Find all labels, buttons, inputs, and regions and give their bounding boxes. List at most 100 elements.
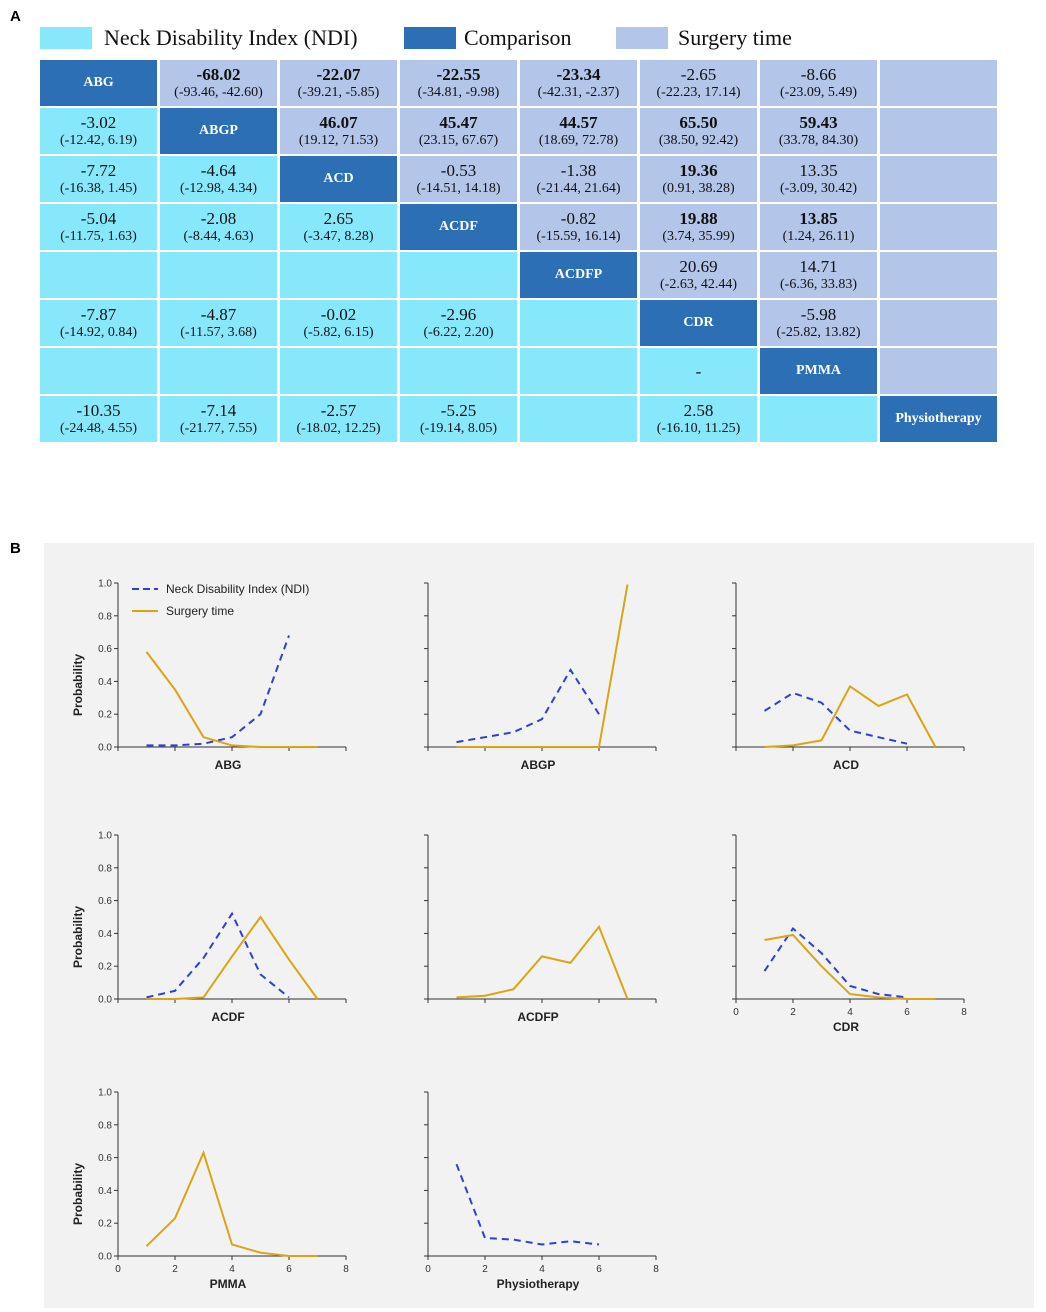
confidence-interval: (-34.81, -9.98)	[417, 84, 500, 100]
ndi-line	[456, 667, 600, 744]
confidence-interval: (3.74, 35.99)	[662, 228, 735, 244]
effect-value: -4.87	[200, 304, 237, 324]
confidence-interval: (-11.75, 1.63)	[60, 228, 137, 244]
effect-value: -0.82	[560, 208, 597, 228]
effect-value: -5.25	[440, 400, 477, 420]
effect-value: -0.53	[440, 160, 477, 180]
effect-value: -4.64	[200, 160, 237, 180]
x-tick-label: 4	[539, 1264, 545, 1275]
surgery-time-cell: 44.57 (18.69, 72.78)	[520, 108, 637, 154]
matrix-diagonal-cell: PMMA	[760, 348, 877, 394]
ndi-cell: -2.57 (-18.02, 12.25)	[280, 396, 397, 442]
ndi-line	[763, 927, 908, 999]
x-axis-title: ACD	[833, 758, 859, 772]
ndi-cell: -4.64 (-12.98, 4.34)	[160, 156, 277, 202]
ndi-cell: -	[640, 348, 757, 394]
ndi-cell	[280, 348, 397, 394]
confidence-interval: (-39.21, -5.85)	[297, 84, 380, 100]
ndi-cell	[40, 348, 157, 394]
effect-value: 19.88	[679, 208, 718, 228]
confidence-interval: (-14.51, 14.18)	[416, 180, 501, 196]
legend-label-comparison: Comparison	[464, 25, 572, 50]
ndi-line	[146, 635, 290, 747]
surgery-time-line	[764, 933, 936, 1000]
effect-value: -8.66	[800, 64, 837, 84]
effect-value: -68.02	[196, 64, 241, 84]
treatment-label: ACDFP	[554, 267, 603, 282]
chart-acd: ACD	[732, 582, 965, 772]
y-axis-title: Probability	[71, 906, 85, 968]
confidence-interval: (-18.02, 12.25)	[296, 420, 381, 436]
matrix-diagonal-cell: ABG	[40, 60, 157, 106]
matrix-row: ABG -68.02 (-93.46, -42.60) -22.07 (-39.21, …	[40, 60, 1044, 108]
y-tick-label: 0.8	[98, 611, 112, 622]
x-tick-label: 6	[286, 1264, 292, 1275]
ndi-cell: -4.87 (-11.57, 3.68)	[160, 300, 277, 346]
ndi-line	[763, 691, 908, 745]
confidence-interval: (18.69, 72.78)	[538, 132, 619, 148]
surgery-time-cell: 46.07 (19.12, 71.53)	[280, 108, 397, 154]
chart-pmma: 0.0 0.2 0.4 0.6 0.8 1.0 0 2 4 6 8 PMMA Probability	[71, 1088, 349, 1292]
y-tick-label: 1.0	[98, 831, 112, 842]
treatment-label: PMMA	[795, 363, 842, 378]
effect-value: -22.07	[316, 64, 361, 84]
surgery-time-cell: -22.07 (-39.21, -5.85)	[280, 60, 397, 106]
effect-value: -3.02	[80, 112, 117, 132]
effect-value: -	[695, 361, 702, 381]
confidence-interval: (-21.77, 7.55)	[180, 420, 257, 436]
surgery-time-cell	[880, 60, 997, 106]
matrix-row: -3.02 (-12.42, 6.19) ABGP 46.07 (19.12, 71.5…	[40, 108, 1044, 156]
matrix-row: -7.72 (-16.38, 1.45) -4.64 (-12.98, 4.34) AC…	[40, 156, 1044, 204]
confidence-interval: (-93.46, -42.60)	[174, 84, 263, 100]
y-tick-label: 0.4	[98, 1186, 112, 1197]
effect-value: -2.96	[440, 304, 477, 324]
ndi-cell	[280, 252, 397, 298]
surgery-time-line	[764, 684, 937, 748]
ndi-cell	[520, 348, 637, 394]
ndi-cell	[400, 348, 517, 394]
effect-value: 59.43	[799, 112, 838, 132]
x-tick-label: 0	[733, 1007, 739, 1018]
effect-value: 20.69	[679, 256, 718, 276]
ndi-line	[455, 1163, 600, 1246]
chart-cdr: 0 2 4 6 8 CDR	[732, 834, 967, 1034]
x-tick-label: 6	[596, 1264, 602, 1275]
confidence-interval: (-2.63, 42.44)	[660, 276, 737, 292]
confidence-interval: (-8.44, 4.63)	[183, 228, 254, 244]
confidence-interval: (-21.44, 21.64)	[536, 180, 621, 196]
legend-text-surgery-time: Surgery time	[166, 604, 234, 618]
confidence-interval: (-11.57, 3.68)	[180, 324, 257, 340]
matrix-diagonal-cell: ACD	[280, 156, 397, 202]
effect-value: -22.55	[436, 64, 481, 84]
surgery-time-cell: -68.02 (-93.46, -42.60)	[160, 60, 277, 106]
x-axis-title: ABG	[215, 758, 242, 772]
x-axis-title: Physiotherapy	[497, 1277, 580, 1291]
confidence-interval: (-3.09, 30.42)	[780, 180, 857, 196]
confidence-interval: (-16.38, 1.45)	[60, 180, 137, 196]
surgery-time-cell: -8.66 (-23.09, 5.49)	[760, 60, 877, 106]
surgery-time-cell: -1.38 (-21.44, 21.64)	[520, 156, 637, 202]
effect-value: 2.58	[683, 400, 714, 420]
surgery-time-cell: -0.82 (-15.59, 16.14)	[520, 204, 637, 250]
effect-value: -10.35	[76, 400, 121, 420]
probability-charts-svg: 0.0 0.2 0.4 0.6 0.8 1.0 ABG Probability Neck Dis…	[71, 579, 967, 1292]
ndi-cell: 2.58 (-16.10, 11.25)	[640, 396, 757, 442]
x-tick-label: 8	[653, 1264, 659, 1275]
ndi-cell: -7.72 (-16.38, 1.45)	[40, 156, 157, 202]
ndi-cell: -3.02 (-12.42, 6.19)	[40, 108, 157, 154]
effect-value: 14.71	[799, 256, 838, 276]
ndi-cell	[520, 300, 637, 346]
confidence-interval: (23.15, 67.67)	[418, 132, 499, 148]
treatment-label: Physiotherapy	[895, 411, 982, 426]
confidence-interval: (-25.82, 13.82)	[776, 324, 861, 340]
chart-abgp: ABGP	[424, 582, 657, 772]
confidence-interval: (-15.59, 16.14)	[536, 228, 621, 244]
ndi-cell	[520, 396, 637, 442]
effect-value: -5.04	[80, 208, 117, 228]
x-tick-label: 2	[790, 1007, 796, 1018]
surgery-time-line	[145, 651, 318, 748]
surgery-time-line	[456, 924, 629, 1000]
x-axis-title: ACDFP	[517, 1010, 558, 1024]
chart-acdfp: ACDFP	[424, 834, 657, 1024]
surgery-time-cell: 14.71 (-6.36, 33.83)	[760, 252, 877, 298]
